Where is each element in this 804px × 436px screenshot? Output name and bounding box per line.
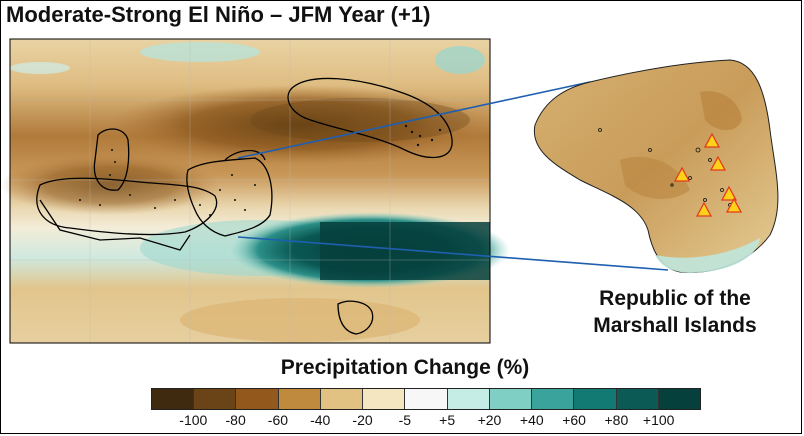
colorbar-swatch bbox=[236, 389, 279, 409]
colorbar-tick-label: -5 bbox=[398, 412, 412, 428]
figure-title: Moderate-Strong El Niño – JFM Year (+1) bbox=[6, 2, 431, 27]
inset-atolls bbox=[598, 128, 732, 207]
inset-map bbox=[533, 59, 779, 273]
colorbar bbox=[151, 388, 701, 410]
connector-top bbox=[237, 81, 591, 159]
colorbar-swatch bbox=[320, 389, 364, 409]
legend-title: Precipitation Change (%) bbox=[280, 356, 530, 379]
colorbar-swatch bbox=[574, 389, 617, 409]
colorbar-tick-label: -60 bbox=[267, 412, 289, 428]
main-map-border bbox=[9, 38, 491, 344]
inset-label-line1: Republic of the bbox=[599, 287, 751, 310]
station-markers bbox=[673, 132, 743, 217]
inset-connectors bbox=[237, 81, 669, 271]
inset-label-line2: Marshall Islands bbox=[593, 314, 757, 337]
colorbar-tick-label: -80 bbox=[225, 412, 246, 428]
colorbar-tick-label: +5 bbox=[439, 412, 456, 428]
triangle-marker-icon bbox=[720, 185, 738, 201]
triangle-marker-icon bbox=[695, 201, 713, 217]
colorbar-tick-label: +60 bbox=[562, 412, 586, 428]
colorbar-tick-label: +100 bbox=[642, 412, 675, 428]
colorbar-swatch bbox=[152, 389, 195, 409]
colorbar-swatch bbox=[278, 389, 321, 409]
colorbar-swatch bbox=[447, 389, 490, 409]
region-south-island bbox=[337, 300, 374, 335]
colorbar-swatch bbox=[405, 389, 448, 409]
colorbar-swatch bbox=[532, 389, 575, 409]
colorbar-tick-label: -40 bbox=[310, 412, 331, 428]
triangle-marker-icon bbox=[725, 197, 743, 213]
colorbar-ticks: -100 -80 -60 -40 -20 -5 +5 +20 +40 +60 +80 +100 bbox=[0, 412, 804, 432]
triangle-marker-icon bbox=[673, 166, 691, 182]
inset-label: Republic of the Marshall Islands bbox=[560, 285, 790, 339]
colorbar-tick-label: +20 bbox=[477, 412, 502, 428]
region-central-b bbox=[224, 149, 266, 161]
colorbar-swatch bbox=[616, 389, 659, 409]
triangle-marker-icon bbox=[709, 155, 727, 171]
colorbar-swatch bbox=[658, 389, 701, 409]
region-north-marshall bbox=[287, 77, 453, 159]
island-dots bbox=[79, 124, 442, 216]
main-map bbox=[0, 38, 510, 344]
colorbar-swatch bbox=[194, 389, 237, 409]
region-west-b bbox=[36, 177, 218, 236]
colorbar-tick-label: -100 bbox=[179, 412, 208, 428]
region-central bbox=[186, 157, 273, 237]
colorbar-swatch bbox=[489, 389, 533, 409]
colorbar-swatch bbox=[363, 389, 406, 409]
colorbar-tick-label: +80 bbox=[604, 412, 629, 428]
triangle-marker-icon bbox=[703, 132, 721, 148]
region-boundaries bbox=[36, 77, 453, 335]
connector-bottom bbox=[237, 236, 669, 271]
colorbar-tick-label: -20 bbox=[352, 412, 373, 428]
colorbar-tick-label: +40 bbox=[519, 412, 544, 428]
region-west-c bbox=[39, 199, 191, 251]
